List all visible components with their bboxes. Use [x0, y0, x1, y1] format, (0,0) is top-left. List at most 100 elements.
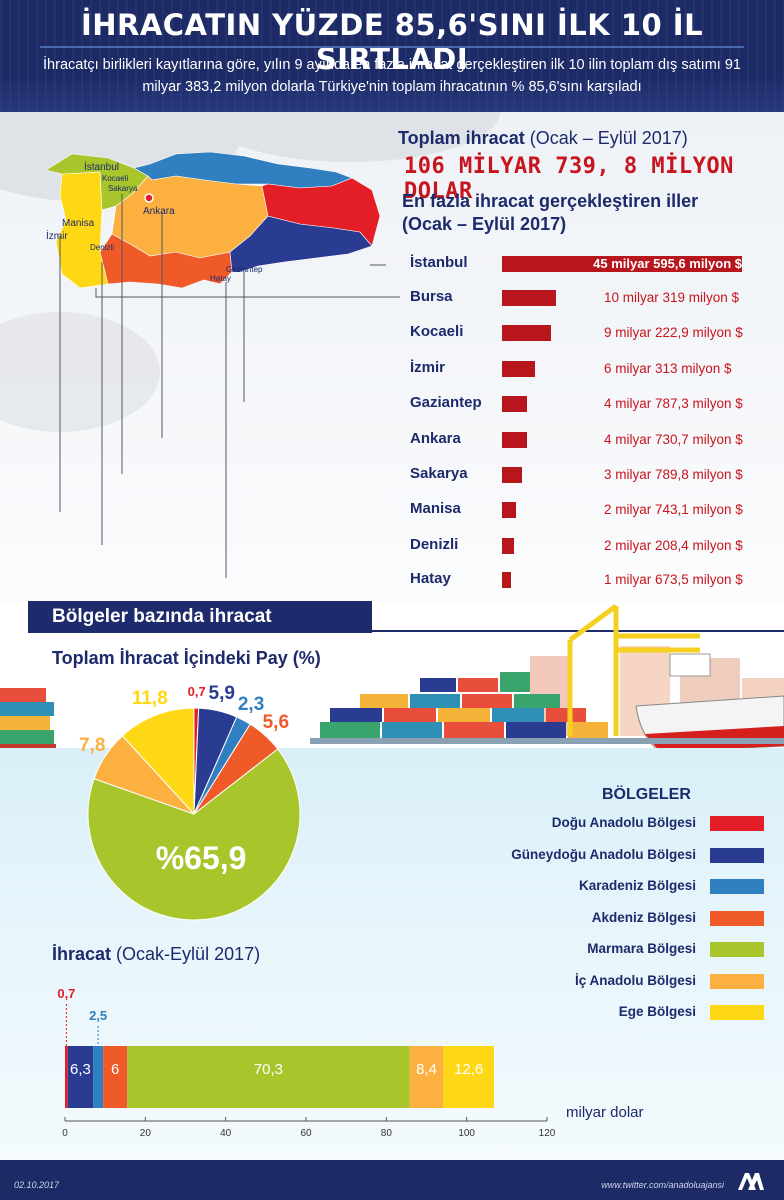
legend-swatch: [710, 1005, 764, 1020]
page-subtitle: İhracatçı birlikleri kayıtlarına göre, y…: [43, 57, 741, 95]
pie-slice-label: 11,8: [131, 688, 168, 710]
segment-label: 2,5: [89, 1008, 108, 1023]
legend-title: BÖLGELER: [602, 786, 691, 803]
segment-label: 6: [111, 1061, 120, 1078]
province-name: İstanbul: [410, 254, 468, 271]
province-value: 6 milyar 313 milyon $: [604, 361, 732, 376]
province-name: İzmir: [410, 359, 446, 376]
province-name: Bursa: [410, 288, 453, 305]
legend-label: Akdeniz Bölgesi: [591, 909, 696, 925]
header-banner: [0, 0, 784, 112]
province-name: Sakarya: [410, 465, 468, 482]
map-label-denizli: Denizli: [90, 243, 115, 252]
map-label-izmir: İzmir: [46, 231, 68, 242]
stacked-bar-title: İhracat (Ocak-Eylül 2017): [52, 944, 261, 964]
map-label-manisa: Manisa: [62, 218, 95, 229]
map-label-ankara: Ankara: [143, 206, 175, 217]
map-background: [0, 112, 784, 602]
title-divider: [40, 46, 744, 48]
map-label-hatay: Hatay: [210, 274, 231, 283]
region-share-pie: [87, 707, 301, 921]
stacked-bar-segment: [67, 1046, 94, 1108]
pie-slice-label: 7,8: [79, 734, 106, 756]
province-bar: [502, 502, 516, 518]
legend-swatch: [710, 816, 764, 831]
x-axis-tick-label: 80: [380, 1128, 392, 1139]
x-axis-tick-label: 100: [458, 1128, 475, 1139]
province-value: 9 milyar 222,9 milyon $: [604, 325, 743, 340]
pie-slice-label: %65,9: [155, 839, 247, 876]
port-illustration: [0, 603, 784, 753]
province-name: Gaziantep: [410, 394, 482, 411]
legend-swatch: [710, 847, 764, 863]
pie-slice-label: 5,9: [208, 683, 235, 705]
province-value: 3 milyar 789,8 milyon $: [604, 467, 743, 482]
province-bar: [502, 396, 527, 412]
legend-swatch: [710, 910, 764, 926]
province-value: 45 milyar 595,6 milyon $: [593, 256, 742, 271]
legend-swatch: [710, 942, 764, 957]
map-label-sakarya: Sakarya: [108, 184, 138, 193]
turkey-map: [45, 151, 400, 578]
top-provinces-title: En fazla ihracat gerçekleştiren iller (O…: [402, 191, 699, 234]
province-value: 1 milyar 673,5 milyon $: [604, 572, 743, 587]
page-title: İHRACATIN YÜZDE 85,6'SINI İLK 10 İL SIRT…: [80, 8, 704, 76]
province-name: Hatay: [410, 570, 451, 587]
pie-slice-label: 0,7: [187, 684, 206, 700]
legend-label: Güneydoğu Anadolu Bölgesi: [511, 846, 696, 862]
regions-banner: [28, 601, 372, 633]
footer-date: 02.10.2017: [14, 1180, 60, 1190]
x-axis-tick-label: 120: [538, 1128, 556, 1139]
province-bar: [502, 572, 511, 588]
regions-banner-text: Bölgeler bazında ihracat: [52, 606, 272, 627]
legend-label: Marmara Bölgesi: [587, 941, 696, 956]
segment-label: 6,3: [70, 1061, 91, 1078]
segment-label: 8,4: [416, 1061, 437, 1078]
stacked-bar-segment: [409, 1046, 444, 1108]
total-export-value: 106 MİLYAR 739, 8 MİLYON DOLAR: [404, 154, 734, 204]
province-value: 2 milyar 208,4 milyon $: [604, 538, 743, 553]
legend-swatch: [710, 879, 764, 894]
province-name: Kocaeli: [410, 323, 464, 340]
total-export-label: Toplam ihracat (Ocak – Eylül 2017): [398, 128, 688, 148]
province-value: 10 milyar 319 milyon $: [604, 290, 740, 305]
province-bar: [502, 325, 551, 341]
legend-swatch: [710, 973, 764, 989]
footer-bar: [0, 1160, 784, 1200]
map-label-istanbul: İstanbul: [84, 162, 120, 173]
pie-slice-label: 2,3: [237, 694, 265, 716]
x-axis-unit: milyar dolar: [566, 1104, 644, 1121]
pie-slice-label: 5,6: [262, 711, 290, 733]
segment-label: 70,3: [253, 1061, 284, 1078]
x-axis-tick-label: 60: [300, 1128, 312, 1139]
region-export-stacked-bar: [64, 1004, 548, 1122]
province-bar: [502, 467, 522, 483]
province-bar: [502, 432, 527, 448]
stacked-bar-segment: [93, 1046, 104, 1108]
x-axis-tick-label: 20: [139, 1128, 151, 1139]
pie-slice: [87, 748, 301, 921]
province-name: Manisa: [410, 500, 461, 517]
x-axis-tick-label: 40: [220, 1128, 232, 1139]
province-bar: [502, 361, 535, 377]
stacked-bar-segment: [443, 1046, 494, 1108]
legend-label: Ege Bölgesi: [618, 1004, 696, 1019]
segment-label: 0,7: [57, 986, 76, 1001]
pie-chart-title: Toplam İhracat İçindeki Pay (%): [52, 648, 321, 668]
stacked-bar-segment: [127, 1046, 410, 1108]
footer-twitter-handle[interactable]: www.twitter.com/anadoluajansi: [601, 1180, 724, 1190]
province-value: 2 milyar 743,1 milyon $: [604, 502, 743, 517]
province-bar: [502, 256, 742, 272]
legend-label: Karadeniz Bölgesi: [578, 878, 696, 893]
x-axis-tick-label: 0: [62, 1128, 68, 1139]
province-value: 4 milyar 730,7 milyon $: [604, 432, 743, 447]
legend-label: Doğu Anadolu Bölgesi: [551, 815, 696, 830]
map-label-gaziantep: Gaziantep: [226, 265, 263, 274]
segment-label: 12,6: [454, 1061, 484, 1078]
province-name: Ankara: [410, 430, 461, 447]
province-name: Denizli: [410, 536, 459, 553]
province-bar: [502, 290, 556, 306]
legend-label: İç Anadolu Bölgesi: [574, 972, 696, 988]
map-label-kocaeli: Kocaeli: [102, 174, 129, 183]
province-bar: [502, 538, 514, 554]
